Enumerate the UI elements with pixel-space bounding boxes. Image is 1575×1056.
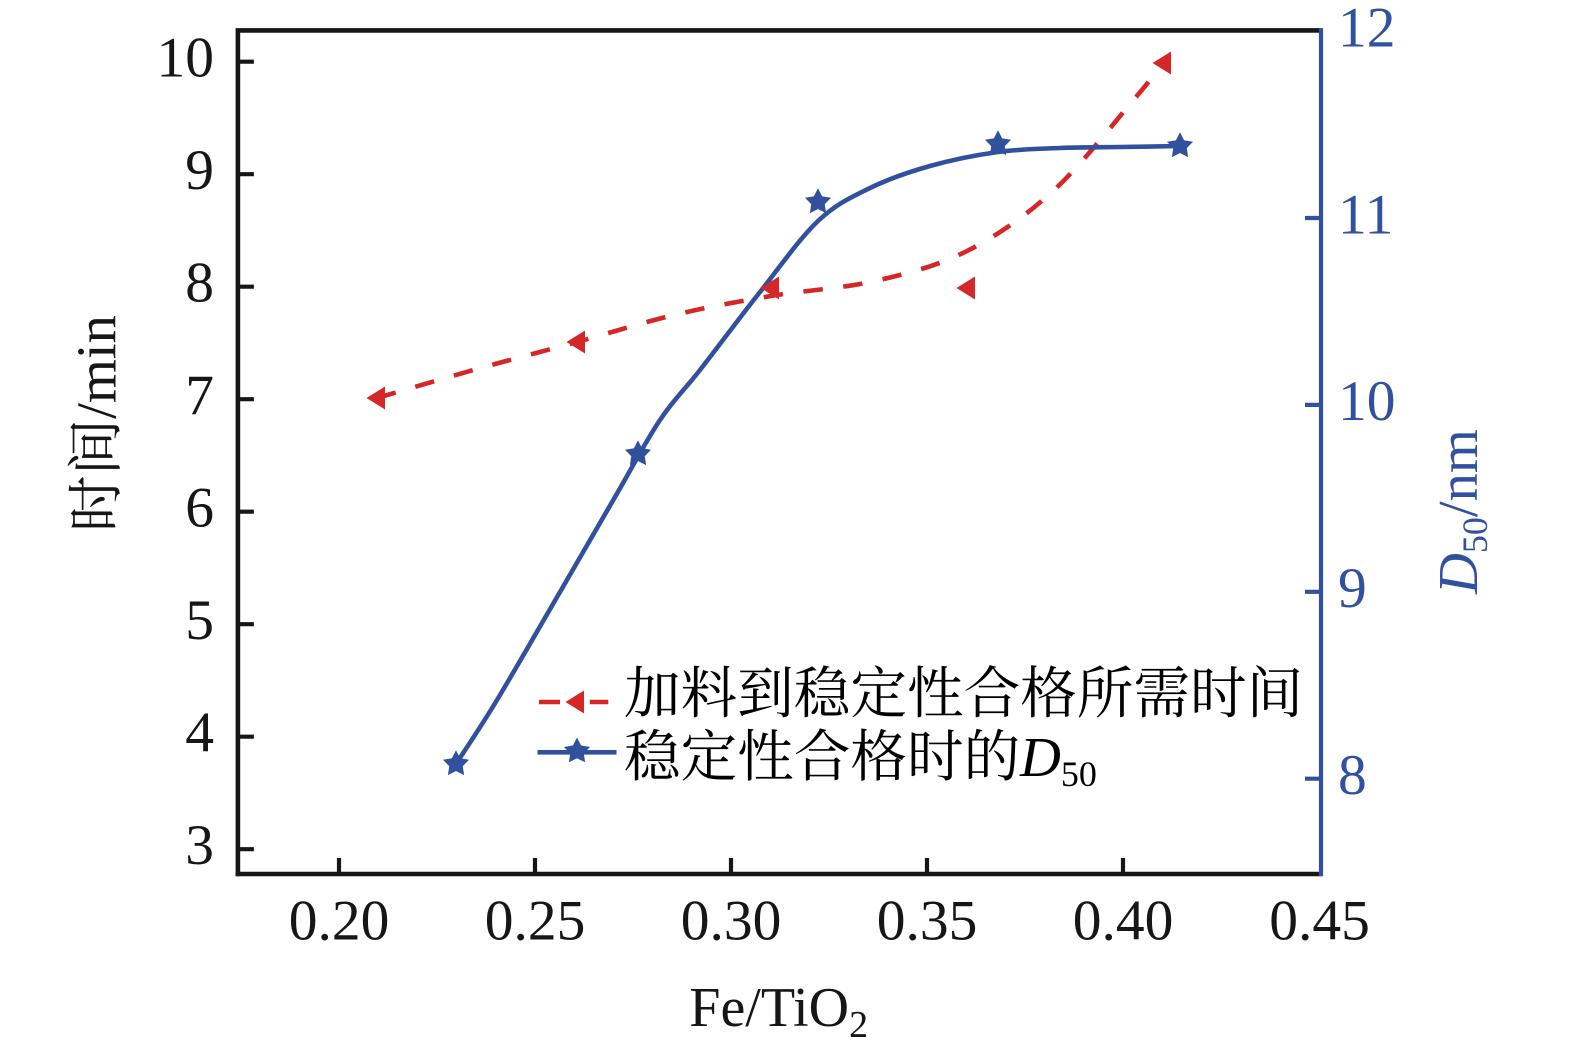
svg-text:4: 4 — [185, 702, 214, 765]
svg-text:/min: /min — [66, 315, 128, 419]
svg-text:12: 12 — [1338, 0, 1396, 59]
svg-text:D50/nm: D50/nm — [1428, 429, 1495, 595]
svg-text:10: 10 — [1338, 370, 1396, 433]
svg-text:0.45: 0.45 — [1269, 890, 1370, 953]
svg-text:0.35: 0.35 — [877, 890, 978, 953]
svg-text:9: 9 — [1338, 557, 1367, 620]
svg-text:Fe/TiO2: Fe/TiO2 — [689, 977, 868, 1046]
svg-text:5: 5 — [185, 589, 214, 652]
svg-text:0.30: 0.30 — [681, 890, 782, 953]
svg-text:3: 3 — [185, 814, 214, 877]
svg-text:0.40: 0.40 — [1073, 890, 1174, 953]
svg-text:D50: D50 — [1019, 727, 1097, 794]
svg-text:9: 9 — [185, 139, 214, 202]
svg-text:11: 11 — [1338, 183, 1393, 246]
svg-text:10: 10 — [157, 27, 215, 90]
svg-text:0.25: 0.25 — [485, 890, 586, 953]
svg-text:7: 7 — [185, 364, 214, 427]
svg-text:8: 8 — [185, 252, 214, 315]
svg-text:0.20: 0.20 — [289, 890, 390, 953]
svg-text:6: 6 — [185, 477, 214, 540]
svg-text:8: 8 — [1338, 744, 1367, 807]
